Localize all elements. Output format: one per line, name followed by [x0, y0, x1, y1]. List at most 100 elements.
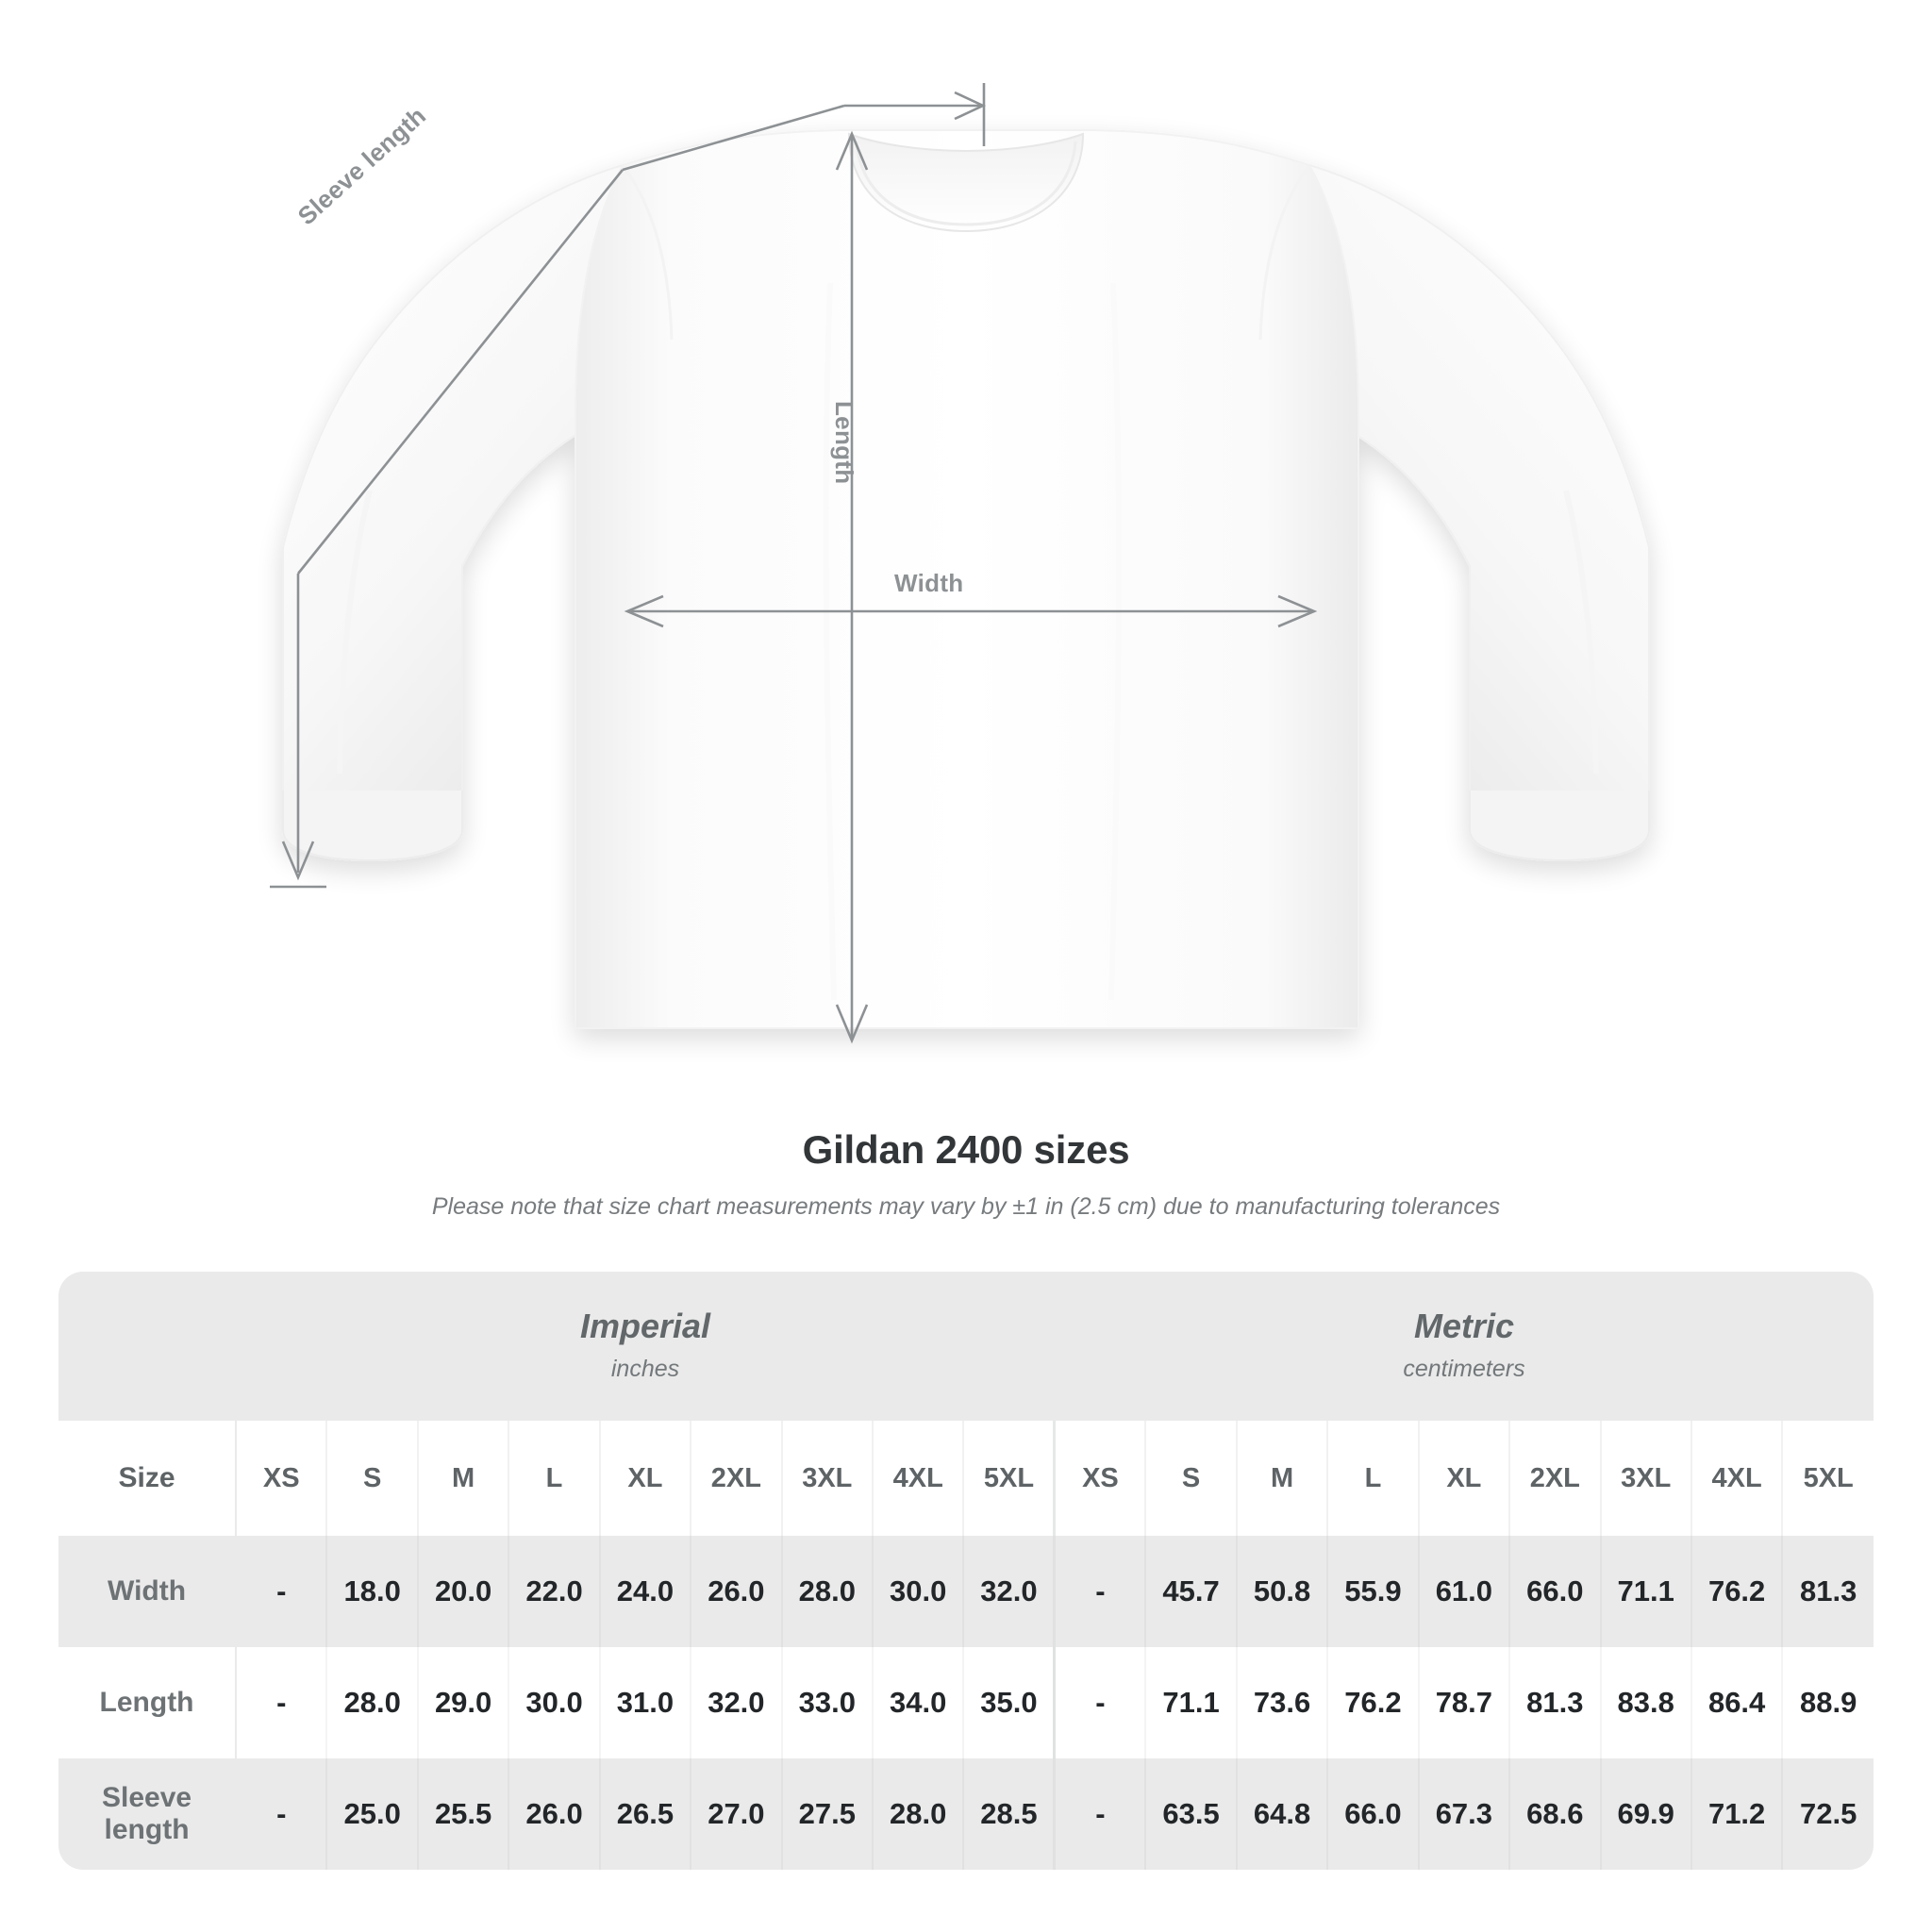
cell-width-imperial-3xl: 28.0 [781, 1536, 874, 1647]
size-header-metric-4xl: 4XL [1690, 1421, 1784, 1536]
table-row: Sleeve length - 25.0 25.5 26.0 26.5 27.0… [58, 1758, 1874, 1870]
cell-length-metric-5xl: 88.9 [1782, 1647, 1874, 1758]
cell-length-metric-l: 76.2 [1327, 1647, 1420, 1758]
size-header-metric-2xl: 2XL [1509, 1421, 1602, 1536]
cell-width-metric-4xl: 76.2 [1690, 1536, 1784, 1647]
row-label-sleeve-length: Sleeve length [58, 1758, 238, 1870]
cell-sleeve-imperial-5xl: 28.5 [963, 1758, 1056, 1870]
cell-width-imperial-s: 18.0 [326, 1536, 419, 1647]
size-header-imperial-s: S [326, 1421, 419, 1536]
cell-sleeve-imperial-xs: - [236, 1758, 328, 1870]
sleeve-dim-arrow-down [281, 841, 315, 881]
cell-sleeve-metric-5xl: 72.5 [1782, 1758, 1874, 1870]
cell-width-metric-m: 50.8 [1236, 1536, 1329, 1647]
cell-length-metric-m: 73.6 [1236, 1647, 1329, 1758]
table-row: Length - 28.0 29.0 30.0 31.0 32.0 33.0 3… [58, 1647, 1874, 1758]
cell-length-metric-2xl: 81.3 [1509, 1647, 1602, 1758]
size-header-metric-m: M [1236, 1421, 1329, 1536]
cell-width-imperial-4xl: 30.0 [873, 1536, 965, 1647]
collar [847, 132, 1085, 233]
size-header-imperial-xl: XL [599, 1421, 692, 1536]
size-header-metric-xl: XL [1418, 1421, 1511, 1536]
cell-sleeve-imperial-m: 25.5 [417, 1758, 510, 1870]
sleeve-dim-diagonal [296, 169, 625, 575]
cell-sleeve-imperial-s: 25.0 [326, 1758, 419, 1870]
cell-length-imperial-xl: 31.0 [599, 1647, 692, 1758]
unit-sub-metric: centimeters [1403, 1356, 1525, 1383]
cell-sleeve-metric-xl: 67.3 [1418, 1758, 1511, 1870]
cell-width-metric-xl: 61.0 [1418, 1536, 1511, 1647]
size-header-metric-s: S [1145, 1421, 1238, 1536]
width-label: Width [894, 569, 964, 597]
cell-length-imperial-s: 28.0 [326, 1647, 419, 1758]
cell-length-imperial-4xl: 34.0 [873, 1647, 965, 1758]
size-header-imperial-m: M [417, 1421, 510, 1536]
size-header-metric-l: L [1327, 1421, 1420, 1536]
cell-sleeve-metric-3xl: 69.9 [1600, 1758, 1692, 1870]
right-cuff [1469, 791, 1650, 862]
measurement-lines [270, 83, 1318, 1044]
cell-sleeve-imperial-xl: 26.5 [599, 1758, 692, 1870]
sleeve-dim-shoulder-segment [622, 104, 845, 172]
cell-width-metric-xs: - [1053, 1536, 1147, 1647]
cell-sleeve-metric-xs: - [1053, 1758, 1147, 1870]
cell-length-imperial-xs: - [236, 1647, 328, 1758]
cell-length-imperial-5xl: 35.0 [963, 1647, 1056, 1758]
garment-illustration: Sleeve length Length Width [270, 83, 1650, 1044]
cell-sleeve-metric-s: 63.5 [1145, 1758, 1238, 1870]
unit-system-header-row: Imperial inches Metric centimeters [58, 1272, 1874, 1421]
cell-sleeve-imperial-4xl: 28.0 [873, 1758, 965, 1870]
left-cuff [282, 791, 463, 862]
cell-sleeve-imperial-3xl: 27.5 [781, 1758, 874, 1870]
length-dim-arrow-top [835, 130, 869, 171]
row-label-length: Length [58, 1647, 238, 1758]
table-row: Width - 18.0 20.0 22.0 24.0 26.0 28.0 30… [58, 1536, 1874, 1647]
size-header-imperial-3xl: 3XL [781, 1421, 874, 1536]
cell-width-metric-l: 55.9 [1327, 1536, 1420, 1647]
unit-name-imperial: Imperial [579, 1306, 711, 1345]
page-subtitle: Please note that size chart measurements… [431, 1193, 1501, 1220]
cell-width-imperial-l: 22.0 [508, 1536, 601, 1647]
cell-length-metric-4xl: 86.4 [1690, 1647, 1784, 1758]
length-dimension [835, 130, 869, 1044]
size-header-metric-5xl: 5XL [1782, 1421, 1874, 1536]
unit-name-metric: Metric [1413, 1306, 1514, 1345]
size-header-label: Size [58, 1421, 238, 1536]
shirt-graphic [282, 129, 1650, 1029]
size-header-row: Size XS S M L XL 2XL 3XL 4XL 5XL XS S M … [58, 1421, 1874, 1536]
unit-sub-imperial: inches [610, 1356, 680, 1383]
unit-header-spacer [58, 1272, 237, 1421]
cell-width-metric-5xl: 81.3 [1782, 1536, 1874, 1647]
size-header-imperial-5xl: 5XL [963, 1421, 1056, 1536]
size-table-wrapper: Imperial inches Metric centimeters Size … [58, 1272, 1874, 1870]
cell-width-metric-s: 45.7 [1145, 1536, 1238, 1647]
unit-header-imperial: Imperial inches [236, 1272, 1055, 1421]
cell-width-imperial-m: 20.0 [417, 1536, 510, 1647]
cell-width-metric-3xl: 71.1 [1600, 1536, 1692, 1647]
width-dim-arrow-left [624, 594, 664, 628]
cell-length-imperial-3xl: 33.0 [781, 1647, 874, 1758]
length-label: Length [830, 401, 858, 485]
cell-sleeve-metric-2xl: 68.6 [1509, 1758, 1602, 1870]
cell-sleeve-metric-l: 66.0 [1327, 1758, 1420, 1870]
cell-sleeve-metric-4xl: 71.2 [1690, 1758, 1784, 1870]
cell-length-metric-xl: 78.7 [1418, 1647, 1511, 1758]
cell-length-imperial-m: 29.0 [417, 1647, 510, 1758]
page-title: Gildan 2400 sizes [802, 1127, 1130, 1172]
size-header-imperial-2xl: 2XL [691, 1421, 783, 1536]
width-dimension [624, 594, 1318, 628]
unit-header-metric: Metric centimeters [1054, 1272, 1874, 1421]
cell-width-imperial-2xl: 26.0 [691, 1536, 783, 1647]
size-header-imperial-4xl: 4XL [873, 1421, 965, 1536]
size-header-metric-xs: XS [1053, 1421, 1147, 1536]
width-dim-arrow-right [1277, 594, 1318, 628]
cell-length-metric-xs: - [1053, 1647, 1147, 1758]
cell-width-imperial-xs: - [236, 1536, 328, 1647]
cell-length-metric-3xl: 83.8 [1600, 1647, 1692, 1758]
size-table: Imperial inches Metric centimeters Size … [58, 1272, 1874, 1870]
cell-length-imperial-2xl: 32.0 [691, 1647, 783, 1758]
title-block: Gildan 2400 sizes Please note that size … [0, 1127, 1932, 1221]
length-dim-arrow-bottom [835, 1004, 869, 1044]
row-label-width: Width [58, 1536, 238, 1647]
